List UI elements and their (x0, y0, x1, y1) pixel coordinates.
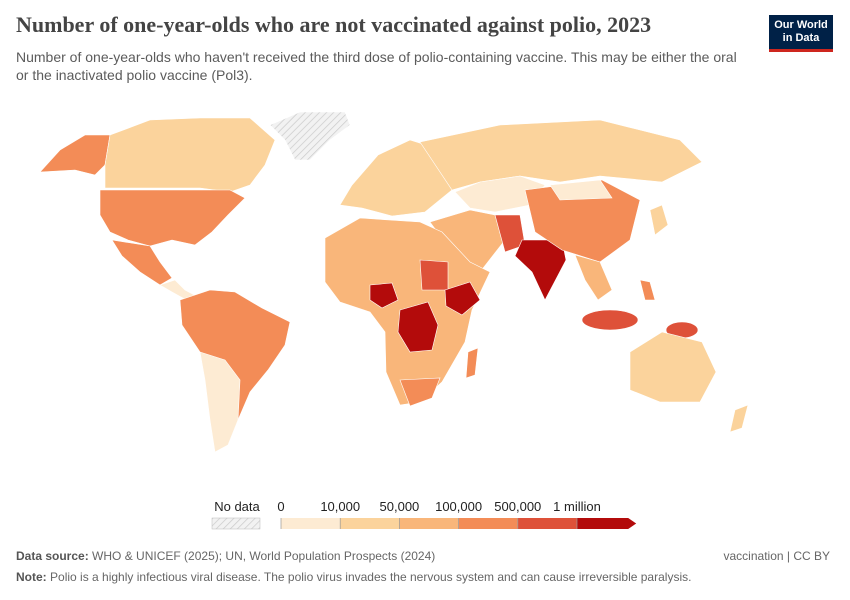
southern-cone[interactable] (199, 351, 241, 453)
new-zealand[interactable] (729, 404, 749, 433)
legend-tick-label: 0 (277, 499, 284, 514)
drc[interactable] (397, 301, 439, 353)
legend-bin[interactable] (577, 518, 637, 529)
subtitle: Number of one-year-olds who haven't rece… (16, 49, 737, 83)
ethiopia[interactable] (444, 281, 481, 316)
mongolia[interactable] (549, 179, 613, 201)
alaska[interactable] (39, 134, 111, 176)
canada[interactable] (104, 117, 276, 193)
legend-bin[interactable] (399, 518, 459, 529)
legend-no-data-label: No data (214, 499, 260, 514)
legend-no-data-swatch[interactable] (211, 517, 261, 530)
madagascar[interactable] (465, 347, 479, 379)
legend-bin[interactable] (340, 518, 400, 529)
logo-line: Our World (774, 19, 828, 31)
sudan[interactable] (419, 259, 449, 291)
world-map (39, 111, 749, 453)
india[interactable] (514, 239, 567, 301)
southern-africa[interactable] (399, 377, 441, 407)
source-text: WHO & UNICEF (2025); UN, World Populatio… (92, 549, 436, 563)
australia[interactable] (629, 331, 717, 403)
usa[interactable] (99, 189, 246, 247)
license[interactable]: vaccination | CC BY (723, 549, 831, 563)
legend-bin[interactable] (281, 518, 341, 529)
philippines[interactable] (639, 279, 656, 301)
nigeria[interactable] (369, 282, 399, 309)
note-text: Polio is a highly infectious viral disea… (50, 570, 692, 584)
southeast-asia[interactable] (574, 254, 613, 301)
indonesia[interactable] (581, 309, 639, 331)
legend: No data 0 10,000 50,000 100,000 500,000 1 mil… (211, 499, 637, 530)
legend-bin[interactable] (517, 518, 577, 529)
legend-tick-label: 500,000 (494, 499, 541, 514)
mexico[interactable] (111, 239, 173, 286)
japan[interactable] (649, 204, 669, 236)
title: Number of one-year-olds who are not vacc… (16, 12, 652, 37)
legend-tick-label: 10,000 (320, 499, 360, 514)
legend-tick-label: 100,000 (435, 499, 482, 514)
logo-line: in Data (782, 32, 820, 44)
legend-tick-label: 50,000 (380, 499, 420, 514)
logo[interactable]: Our World in Data (769, 15, 833, 52)
legend-tick-label: 1 million (553, 499, 601, 514)
note-label: Note: (16, 570, 47, 584)
greenland[interactable] (269, 111, 351, 161)
source-label: Data source: (16, 549, 89, 563)
source: Data source: WHO & UNICEF (2025); UN, Wo… (16, 549, 435, 563)
legend-bin[interactable] (458, 518, 518, 529)
note: Note: Polio is a highly infectious viral… (16, 570, 691, 584)
china[interactable] (524, 179, 641, 263)
russia[interactable] (419, 119, 703, 191)
